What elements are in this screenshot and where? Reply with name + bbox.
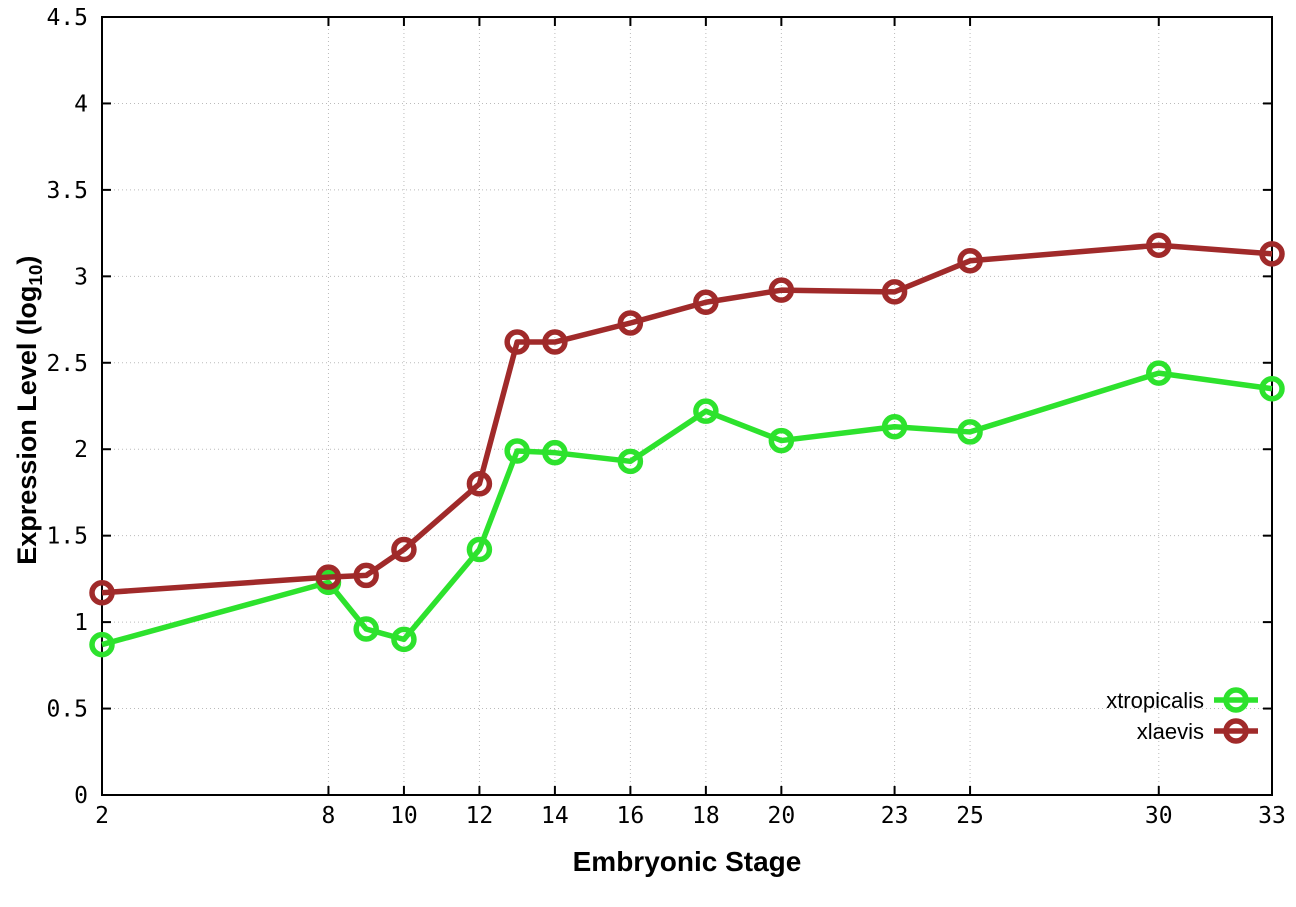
x-tick-label: 18 bbox=[692, 803, 720, 829]
x-tick-label: 25 bbox=[956, 803, 984, 829]
data-point-xlaevis bbox=[617, 310, 644, 336]
y-tick-label: 1.5 bbox=[46, 524, 88, 550]
data-point-xtropicalis bbox=[957, 419, 983, 445]
data-point-xtropicalis bbox=[1146, 360, 1172, 386]
data-point-xtropicalis bbox=[881, 413, 908, 440]
x-tick-label: 23 bbox=[881, 803, 909, 829]
legend-label-xtropicalis: xtropicalis bbox=[1106, 688, 1204, 713]
data-point-xlaevis bbox=[881, 279, 908, 305]
data-point-xlaevis bbox=[768, 277, 795, 303]
data-point-xtropicalis bbox=[1259, 375, 1285, 402]
x-tick-label: 33 bbox=[1258, 803, 1286, 829]
data-point-xlaevis bbox=[693, 289, 719, 316]
legend-label-xlaevis: xlaevis bbox=[1137, 719, 1204, 744]
data-point-xtropicalis bbox=[542, 439, 568, 466]
y-axis-title-text: Expression Level (log bbox=[11, 285, 42, 565]
data-point-xtropicalis bbox=[504, 438, 530, 464]
legend-marker-xtropicalis bbox=[1223, 687, 1249, 713]
data-point-xlaevis bbox=[542, 329, 568, 355]
y-tick-label: 2 bbox=[74, 437, 88, 463]
data-point-xlaevis bbox=[391, 536, 417, 563]
data-point-xtropicalis bbox=[768, 427, 795, 454]
data-point-xtropicalis bbox=[89, 631, 115, 658]
y-tick-label: 1 bbox=[74, 610, 88, 636]
data-point-xlaevis bbox=[957, 248, 983, 274]
y-axis-title-close: ) bbox=[11, 255, 42, 265]
data-point-xlaevis bbox=[504, 329, 530, 355]
series-line-xlaevis bbox=[101, 242, 1273, 596]
y-tick-label: 0.5 bbox=[46, 697, 88, 723]
y-tick-label: 3.5 bbox=[46, 178, 88, 204]
data-point-xtropicalis bbox=[693, 398, 719, 424]
x-axis-title: Embryonic Stage bbox=[572, 846, 802, 877]
y-tick-label: 3 bbox=[74, 264, 88, 290]
y-tick-label: 2.5 bbox=[46, 351, 88, 377]
y-axis-title: Expression Level (log10) bbox=[12, 200, 48, 620]
x-tick-label: 2 bbox=[95, 803, 109, 829]
y-axis-title-subscript: 10 bbox=[26, 264, 48, 286]
data-point-xtropicalis bbox=[353, 616, 379, 642]
x-tick-label: 12 bbox=[466, 803, 494, 829]
data-point-xlaevis bbox=[466, 471, 493, 497]
series-line-xtropicalis bbox=[101, 370, 1273, 648]
data-point-xlaevis bbox=[353, 562, 379, 589]
data-point-xlaevis bbox=[1146, 232, 1172, 258]
y-tick-label: 4.5 bbox=[46, 5, 88, 31]
data-point-xlaevis bbox=[315, 564, 342, 590]
data-point-xtropicalis bbox=[391, 626, 417, 653]
legend-marker-xlaevis bbox=[1223, 718, 1249, 744]
plot-border bbox=[101, 16, 1273, 796]
data-point-xlaevis bbox=[1259, 241, 1285, 267]
x-tick-label: 30 bbox=[1145, 803, 1173, 829]
data-point-xtropicalis bbox=[466, 536, 493, 563]
x-tick-label: 16 bbox=[617, 803, 645, 829]
x-tick-label: 20 bbox=[768, 803, 796, 829]
data-point-xtropicalis bbox=[617, 448, 644, 475]
x-tick-label: 8 bbox=[322, 803, 336, 829]
x-tick-label: 14 bbox=[541, 803, 569, 829]
y-tick-label: 0 bbox=[74, 783, 88, 809]
y-tick-label: 4 bbox=[74, 91, 88, 117]
x-tick-label: 10 bbox=[390, 803, 418, 829]
data-point-xlaevis bbox=[89, 579, 115, 606]
